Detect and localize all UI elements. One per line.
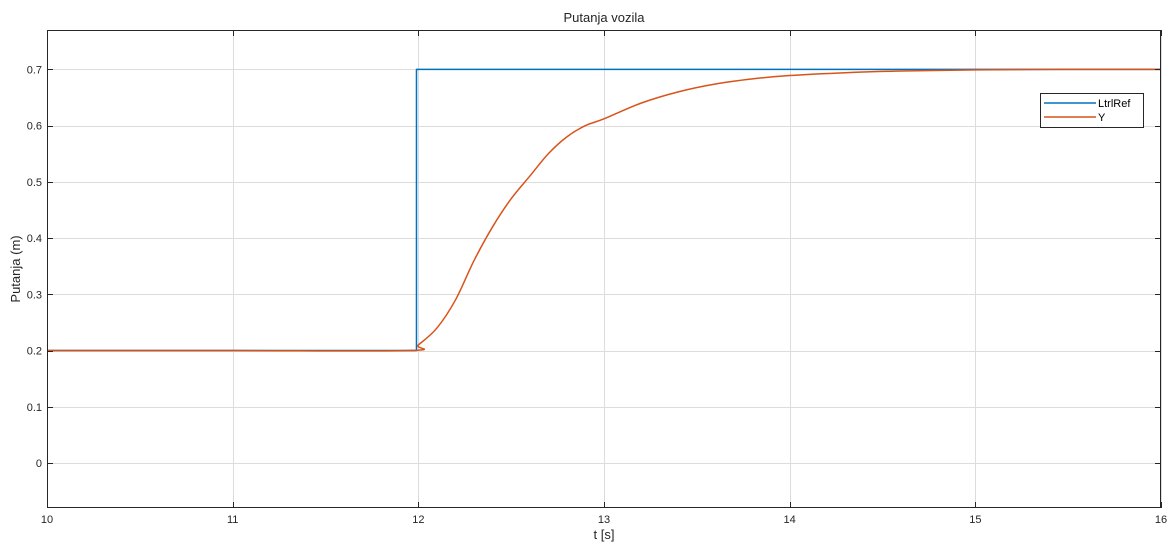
x-tick-label: 10: [41, 514, 53, 526]
y-tick-label: 0.3: [27, 289, 42, 301]
x-tick-label: 15: [969, 514, 981, 526]
y-tick-label: 0.4: [27, 233, 42, 245]
chart-title: Putanja vozila: [564, 10, 646, 25]
legend-label-ltrlref: LtrlRef: [1098, 98, 1131, 110]
y-tick-label: 0.5: [27, 177, 42, 189]
y-tick-label: 0.1: [27, 402, 42, 414]
series-line-y: [46, 68, 1162, 352]
y-tick-label: 0: [36, 458, 42, 470]
y-tick-label: 0.2: [27, 346, 42, 358]
x-tick-label: 13: [598, 514, 610, 526]
legend[interactable]: LtrlRef Y: [1040, 93, 1144, 128]
legend-label-y: Y: [1098, 112, 1106, 124]
tick-labels: 10 11 12 13 14 15 16 0 0.1 0.2 0.3 0.4 0.5 0.6 0.7: [27, 30, 1167, 526]
legend-box: [1040, 93, 1144, 128]
x-tick-label: 11: [227, 514, 238, 526]
x-tick-label: 14: [784, 514, 796, 526]
x-axis-label: t [s]: [594, 527, 615, 542]
y-tick-label: 0.6: [27, 121, 42, 133]
series-layer: [46, 68, 1162, 352]
y-tick-label: 0.7: [27, 64, 42, 76]
y-axis-label: Putanja (m): [8, 235, 23, 302]
x-tick-label: 16: [1155, 514, 1167, 526]
x-tick-label: 12: [412, 514, 424, 526]
